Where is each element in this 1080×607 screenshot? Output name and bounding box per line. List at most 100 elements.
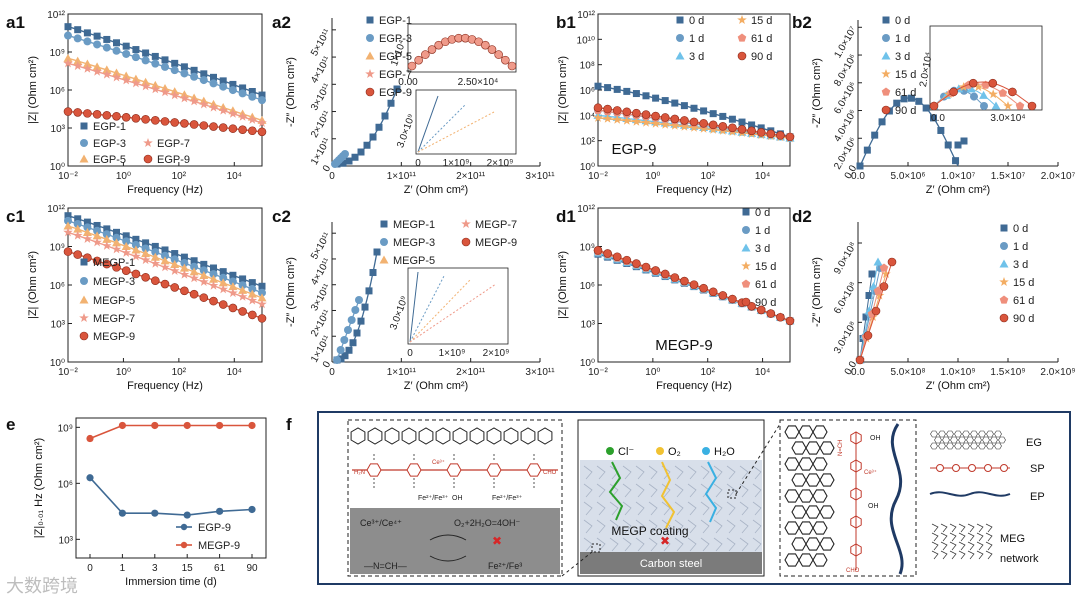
y-tick-label: 10⁶ [58,479,73,490]
panel-label-d1: d1 [556,207,576,226]
x-tick-label: 10⁴ [755,367,770,378]
x-tick-label: 10⁴ [227,171,242,182]
data-point [209,296,218,306]
network-texture [713,537,723,552]
network-texture [687,483,697,498]
oxygen-icon [656,447,664,455]
network-texture [622,537,632,552]
legend-marker [80,122,88,130]
legend-label: EGP-9 [157,154,190,166]
meg-icon [931,523,939,533]
graphene-ring [503,427,519,445]
inset-curve [409,283,497,343]
steel-substrate [580,552,762,574]
data-point [652,94,660,102]
data-point [407,61,417,71]
data-point [229,271,237,279]
data-point [73,108,82,117]
network-texture [583,519,593,534]
data-point [150,258,161,268]
data-point [612,114,622,124]
data-point [92,231,102,240]
network-texture [700,519,710,534]
graphene-ring [520,427,536,445]
x-tick-label: 0 [87,563,93,574]
network-texture [583,483,593,498]
data-point [151,509,159,517]
data-point [199,99,209,109]
y-tick-label: 10⁴ [580,111,595,122]
data-point [180,69,189,78]
legend-label: 0 d [755,207,770,219]
data-point [929,101,939,111]
data-point [873,286,883,295]
network-texture [752,537,762,552]
epoxy-chain [889,423,904,575]
network-texture [752,519,762,534]
sp-ring [968,464,976,472]
y-tick-label: 10³ [51,124,66,135]
data-point [228,303,238,313]
legend-label: 3 d [689,51,704,63]
data-point [83,29,91,37]
legend-label: 1 d [755,225,770,237]
x-tick-label: 0.0 [851,171,865,182]
legend-label: 0 d [689,15,704,27]
data-point [83,223,92,232]
x-axis-label: Frequency (Hz) [127,380,203,392]
data-point [373,248,381,256]
y-tick-label: 10⁹ [50,48,65,59]
data-point [199,76,208,85]
ep-icon [929,491,1011,497]
graphene-ring [367,427,383,445]
data-point [151,116,160,125]
data-point [140,81,151,91]
eg-icon [970,442,978,450]
graphene-ring [784,457,800,471]
benzene-ring [366,463,382,477]
data-point [991,101,1001,110]
network-texture [609,501,619,516]
meg-icon [958,523,966,533]
legend-label: 61 d [895,87,916,99]
ce-label: Ce³⁺ [432,459,445,466]
data-point [210,73,217,81]
data-point [121,247,131,257]
data-point [103,225,111,233]
eg-icon [930,442,938,450]
legend-label: EGP-1 [379,15,412,27]
network-texture [648,537,658,552]
data-point [988,78,998,88]
legend-marker [741,261,751,270]
data-point [151,242,159,250]
y-tick-label: 10⁰ [50,358,65,369]
network-texture [687,519,697,534]
data-point [189,96,199,106]
data-point [748,121,756,129]
x-tick-label: 0.0 [851,367,865,378]
meg-icon [949,541,957,551]
data-point [209,274,218,283]
data-point [785,316,795,326]
legend-meg: MEG [1000,533,1025,545]
oh-label: OH [870,435,881,442]
data-point [180,63,188,71]
graphene-ring [384,427,400,445]
data-point [118,509,126,517]
data-point [92,62,102,71]
data-point [161,62,169,71]
legend-marker [881,51,891,60]
data-point [680,116,689,125]
meg-icon [985,541,993,551]
data-point [414,55,423,65]
data-point [228,282,238,291]
data-point [210,264,217,272]
data-point [248,310,257,320]
legend-marker [999,259,1009,268]
eg-icon [946,430,954,438]
data-point [83,37,92,46]
data-point [82,227,92,236]
data-point [344,326,352,334]
sp-ring [1000,464,1008,472]
network-texture [596,519,606,534]
